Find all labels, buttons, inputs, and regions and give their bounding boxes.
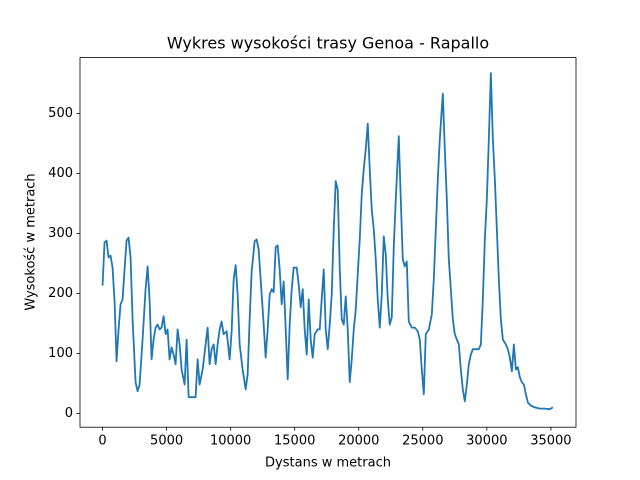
- x-axis-label: Dystans w metrach: [265, 456, 391, 471]
- chart-title: Wykres wysokości trasy Genoa - Rapallo: [167, 34, 489, 53]
- x-tick-label: 10000: [210, 434, 251, 449]
- y-tick-label: 500: [48, 106, 73, 121]
- x-tick-label: 30000: [466, 434, 507, 449]
- x-tick-label: 0: [98, 434, 106, 449]
- y-tick-label: 100: [48, 346, 73, 361]
- x-tick-label: 15000: [274, 434, 315, 449]
- y-axis-label: Wysokość w metrach: [24, 173, 39, 310]
- x-tick-label: 25000: [402, 434, 443, 449]
- y-tick-label: 200: [48, 286, 73, 301]
- x-tick-label: 35000: [530, 434, 571, 449]
- x-tick-label: 20000: [338, 434, 379, 449]
- line: [101, 72, 554, 411]
- y-tick-label: 0: [65, 406, 73, 421]
- y-tick-label: 400: [48, 166, 73, 181]
- y-tick-label: 300: [48, 226, 73, 241]
- x-tick-label: 5000: [150, 434, 183, 449]
- axes-frame: [79, 57, 577, 428]
